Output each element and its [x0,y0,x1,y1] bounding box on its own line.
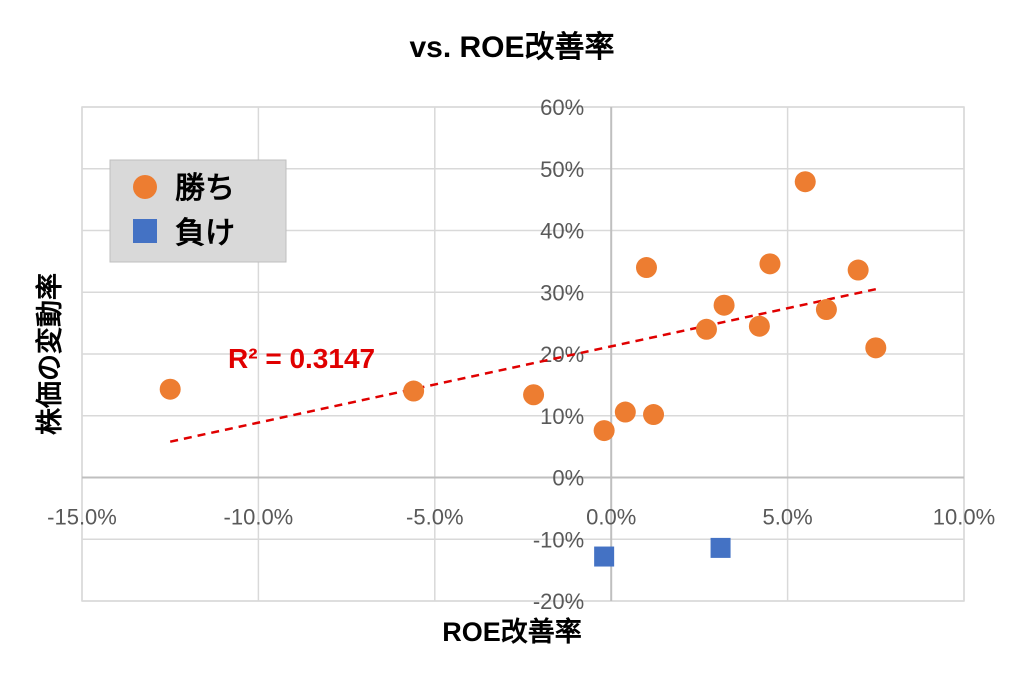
point-win [748,315,770,337]
y-tick-label: -10% [533,527,584,552]
y-tick-label: 50% [540,157,584,182]
point-win [403,380,425,402]
y-axis-title: 株価の変動率 [34,273,65,435]
y-tick-label: 0% [552,466,584,491]
point-win [794,171,816,193]
point-win [847,259,869,281]
point-win [635,257,657,279]
legend-marker-win [133,175,157,199]
point-loss [594,546,615,567]
r-squared-label: R² = 0.3147 [228,343,375,374]
x-tick-label: -15.0% [47,505,117,530]
x-tick-label: -5.0% [406,505,463,530]
point-win [713,294,735,316]
x-tick-label: 5.0% [763,505,813,530]
y-tick-label: -20% [533,589,584,614]
y-tick-label: 20% [540,342,584,367]
axes [82,107,964,601]
legend-label-win: 勝ち [175,171,235,206]
point-win [614,401,636,423]
y-tick-label: 30% [540,280,584,305]
chart-title: vs. ROE改善率 [409,31,614,64]
y-tick-label: 60% [540,95,584,120]
x-tick-labels: -15.0% -10.0% -5.0% 0.0% 5.0% 10.0% [47,505,995,530]
x-tick-label: -10.0% [224,505,294,530]
legend-label-loss: 負け [175,216,235,251]
point-win [759,253,781,275]
data-points [159,171,887,567]
point-win [643,404,665,426]
legend-marker-loss [133,219,157,243]
point-win [159,378,181,400]
point-win [523,384,545,406]
point-win [815,299,837,321]
point-win [695,318,717,340]
y-tick-labels: -20% -10% 0% 10% 20% 30% 40% 50% 60% [533,95,584,614]
legend: 勝ち 負け [109,159,287,263]
x-tick-label: 10.0% [933,505,995,530]
point-win [865,337,887,359]
point-loss [710,537,731,558]
x-axis-title: ROE改善率 [442,616,582,647]
point-win [593,420,615,442]
y-tick-label: 40% [540,219,584,244]
x-tick-label: 0.0% [586,505,636,530]
y-tick-label: 10% [540,404,584,429]
